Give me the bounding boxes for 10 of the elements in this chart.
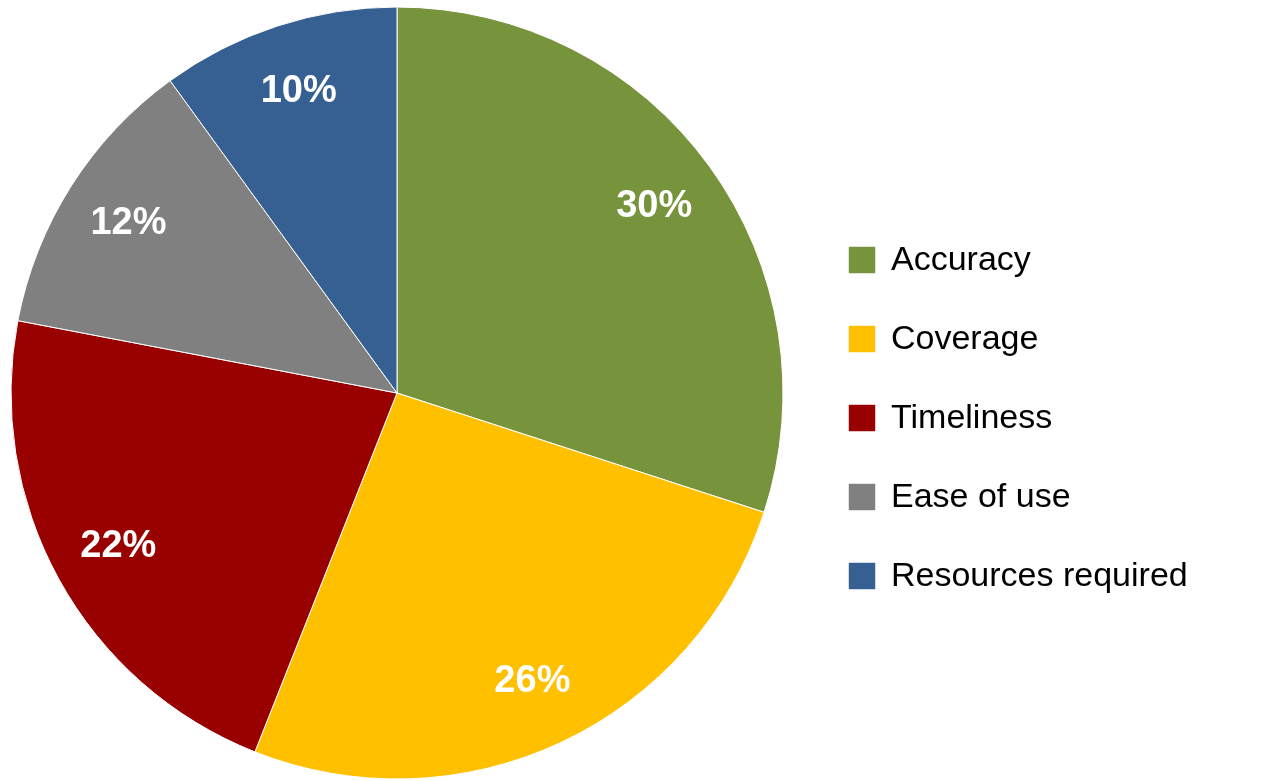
legend-label: Resources required — [891, 555, 1188, 593]
data-label: 22% — [80, 523, 157, 566]
legend-label: Ease of use — [891, 476, 1071, 514]
data-label: 30% — [616, 183, 693, 226]
data-label: 12% — [90, 199, 167, 242]
legend-label: Accuracy — [891, 239, 1031, 277]
data-label: 26% — [494, 657, 571, 700]
data-label: 10% — [260, 67, 337, 110]
legend-label: Coverage — [891, 318, 1039, 356]
legend-label: Timeliness — [891, 397, 1053, 435]
